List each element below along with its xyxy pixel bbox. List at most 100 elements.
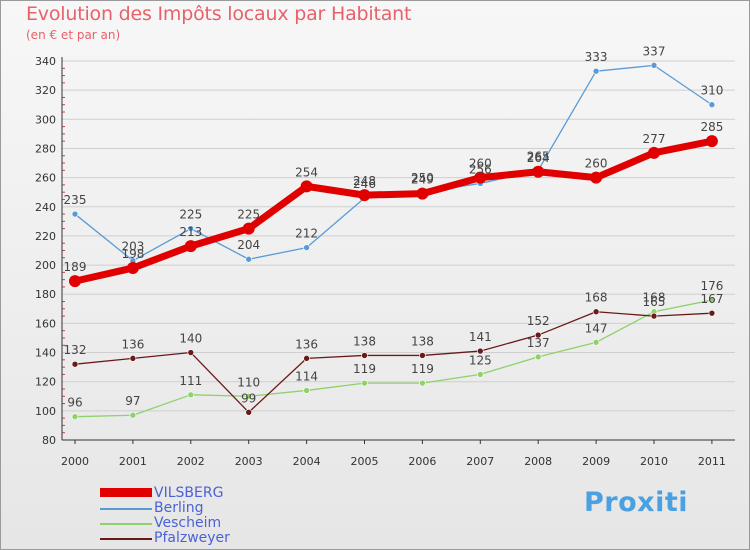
data-label-vescheim: 119: [353, 362, 376, 376]
data-point-vescheim: [592, 339, 600, 346]
data-point-vilsberg: [69, 275, 81, 288]
x-tick-label: 2007: [466, 455, 494, 468]
data-label-vilsberg: 213: [179, 225, 202, 239]
data-label-vescheim: 147: [585, 321, 608, 335]
data-point-berling: [650, 62, 658, 69]
series-line-vilsberg: [71, 137, 716, 285]
x-tick-label: 2011: [698, 455, 726, 468]
data-point-vilsberg: [648, 146, 660, 159]
data-point-pfalzweyer: [303, 355, 310, 362]
y-tick-label: 280: [35, 142, 56, 155]
y-tick-label: 240: [35, 201, 56, 214]
data-point-vilsberg: [590, 171, 603, 184]
data-point-vilsberg: [300, 180, 313, 193]
data-label-berling: 225: [179, 208, 202, 222]
data-label-vilsberg: 198: [121, 247, 144, 261]
data-label-berling: 265: [527, 149, 550, 163]
data-point-vilsberg: [242, 222, 255, 235]
series-vilsberg: [69, 135, 718, 288]
data-point-vescheim: [245, 392, 252, 400]
legend-label-vescheim: Vescheim: [154, 515, 222, 531]
y-tick-label: 140: [35, 347, 56, 360]
data-point-pfalzweyer: [476, 347, 484, 355]
y-tick-label: 120: [35, 376, 56, 389]
data-point-berling: [303, 244, 310, 251]
data-point-vilsberg: [416, 187, 429, 200]
data-point-berling: [708, 101, 716, 109]
x-tick-label: 2001: [119, 455, 147, 468]
chart-title: Evolution des Impôts locaux par Habitant: [26, 3, 412, 25]
data-label-berling: 246: [353, 177, 376, 191]
legend-label-pfalzweyer: Pfalzweyer: [154, 530, 230, 546]
x-tick-label: 2000: [61, 455, 89, 468]
y-tick-label: 100: [35, 405, 56, 418]
legend-swatch-vescheim: [100, 523, 152, 525]
y-tick-label: 320: [35, 84, 56, 97]
data-label-pfalzweyer: 141: [469, 330, 492, 344]
data-label-vilsberg: 277: [643, 132, 666, 146]
data-label-berling: 333: [585, 50, 608, 64]
series-line-berling: [74, 64, 713, 262]
x-tick-label: 2002: [177, 455, 205, 468]
data-label-berling: 212: [295, 227, 318, 241]
data-label-vilsberg: 285: [700, 120, 723, 134]
y-tick-label: 200: [35, 259, 56, 272]
x-tick-label: 2008: [524, 455, 552, 468]
data-point-berling: [245, 255, 252, 263]
data-point-pfalzweyer: [129, 355, 137, 362]
y-tick-label: 260: [35, 172, 56, 185]
data-point-vescheim: [534, 353, 542, 361]
data-label-berling: 204: [237, 238, 260, 252]
x-tick-label: 2006: [408, 455, 436, 468]
data-label-pfalzweyer: 136: [121, 337, 144, 351]
data-label-berling: 235: [64, 193, 87, 207]
legend-swatch-vilsberg: [100, 488, 152, 497]
series-vescheim: [71, 296, 716, 420]
data-label-pfalzweyer: 132: [64, 343, 87, 357]
data-point-pfalzweyer: [187, 349, 195, 356]
y-tick-label: 80: [42, 434, 56, 447]
data-point-vescheim: [419, 379, 426, 387]
legend-label-berling: Berling: [154, 500, 204, 516]
data-point-pfalzweyer: [592, 308, 600, 316]
data-label-pfalzweyer: 138: [411, 334, 434, 348]
data-point-vilsberg: [532, 165, 545, 178]
x-tick-label: 2010: [640, 455, 668, 468]
data-label-vescheim: 110: [237, 375, 260, 389]
data-point-vescheim: [708, 296, 716, 304]
data-label-pfalzweyer: 138: [353, 334, 376, 348]
logo-text: Proxiti: [584, 487, 688, 518]
data-point-pfalzweyer: [708, 309, 716, 317]
data-label-pfalzweyer: 165: [643, 295, 666, 309]
legend-swatch-berling: [100, 508, 152, 510]
data-point-vilsberg: [126, 261, 139, 274]
y-tick-label: 160: [35, 317, 56, 330]
data-point-vilsberg: [705, 135, 718, 148]
data-label-vilsberg: 264: [527, 151, 550, 165]
data-label-vilsberg: 225: [237, 208, 260, 222]
series-line-pfalzweyer: [74, 311, 713, 413]
data-label-vescheim: 168: [643, 291, 666, 305]
data-label-vilsberg: 249: [411, 173, 434, 187]
data-point-berling: [187, 225, 195, 232]
data-label-vilsberg: 189: [64, 260, 87, 274]
data-label-vilsberg: 260: [585, 157, 608, 171]
data-label-vilsberg: 254: [295, 165, 318, 179]
x-tick-label: 2003: [235, 455, 263, 468]
y-tick-label: 300: [35, 113, 56, 126]
data-point-vescheim: [129, 411, 137, 419]
data-point-vilsberg: [474, 171, 487, 184]
x-tick-label: 2005: [351, 455, 379, 468]
proxiti-logo[interactable]: Proxiti: [584, 487, 688, 518]
data-label-pfalzweyer: 152: [527, 314, 550, 328]
legend-swatch-pfalzweyer: [100, 538, 152, 540]
data-label-vescheim: 114: [295, 369, 318, 383]
series-pfalzweyer: [71, 308, 716, 416]
data-label-pfalzweyer: 168: [585, 291, 608, 305]
data-label-vilsberg: 260: [469, 157, 492, 171]
data-label-vescheim: 97: [125, 394, 140, 408]
data-label-berling: 203: [121, 240, 144, 254]
data-point-vescheim: [361, 379, 368, 387]
x-tick-label: 2009: [582, 455, 610, 468]
